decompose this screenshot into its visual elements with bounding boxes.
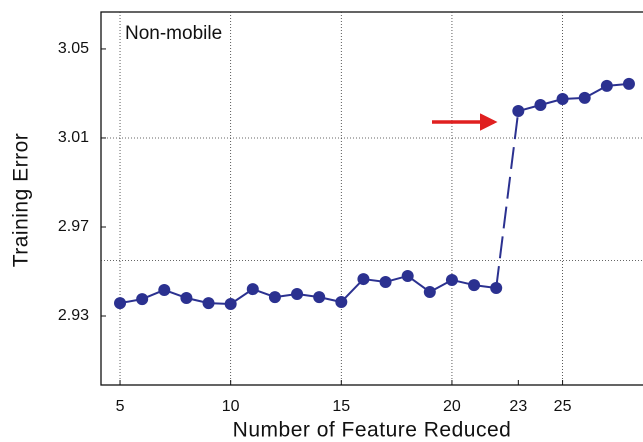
x-tick-label: 23 — [509, 398, 527, 415]
data-point — [600, 79, 613, 92]
data-point — [490, 281, 503, 294]
data-point — [202, 297, 215, 310]
line-segment — [495, 110, 520, 289]
x-axis-label: Number of Feature Reduced — [233, 419, 512, 442]
data-point — [335, 295, 348, 308]
data-point — [114, 297, 127, 310]
x-tick-label: 20 — [443, 398, 461, 415]
data-point — [556, 93, 569, 106]
y-tick-label: 2.93 — [58, 307, 89, 324]
data-point — [357, 273, 370, 286]
data-point — [246, 283, 259, 296]
data-point — [423, 285, 436, 298]
data-point — [291, 287, 304, 300]
data-point — [512, 105, 525, 118]
data-point — [622, 77, 635, 90]
y-tick-label: 3.01 — [58, 129, 89, 146]
plot-frame — [100, 11, 643, 386]
data-point — [468, 279, 481, 292]
data-point — [401, 269, 414, 282]
annotation: Non-mobile — [125, 23, 222, 44]
data-point — [158, 283, 171, 296]
data-point — [313, 291, 326, 304]
data-point — [224, 297, 237, 310]
data-point — [445, 273, 458, 286]
x-tick-label: 25 — [554, 398, 572, 415]
y-axis-label: Training Error — [10, 133, 33, 268]
data-point — [534, 99, 547, 112]
y-tick-label: 2.97 — [58, 218, 89, 235]
data-point — [578, 91, 591, 104]
data-point — [379, 275, 392, 288]
data-point — [180, 291, 193, 304]
x-tick-label: 15 — [332, 398, 350, 415]
data-point — [268, 291, 281, 304]
x-tick-label: 10 — [222, 398, 240, 415]
y-tick-label: 3.05 — [58, 40, 89, 57]
data-point — [136, 293, 149, 306]
x-tick-label: 5 — [116, 398, 125, 415]
